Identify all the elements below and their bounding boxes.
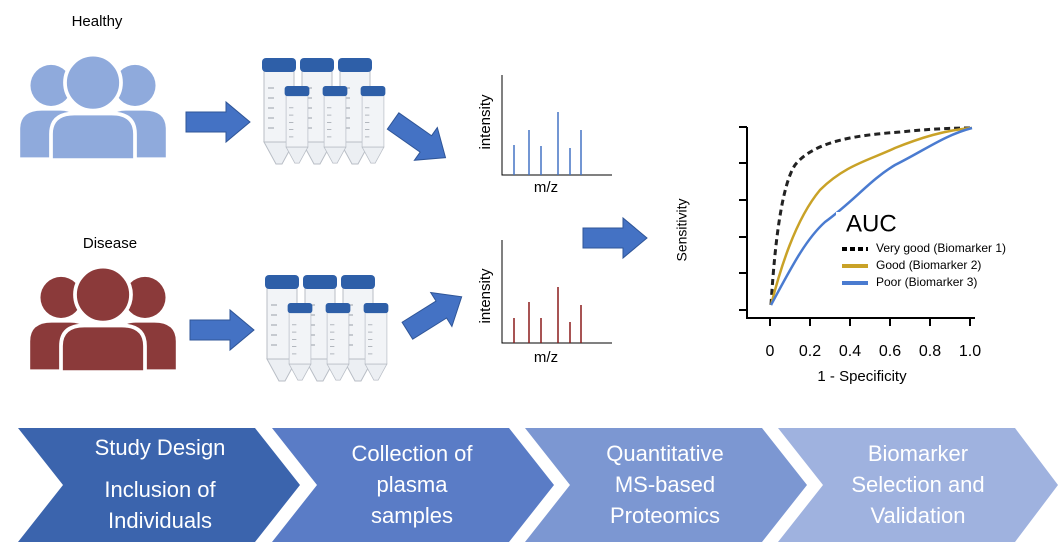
chevron	[18, 428, 300, 542]
roc-chart: Sensitivity 1 - Specificity 0 0.2 0.4 0.…	[674, 126, 1036, 385]
step-text: Study Design	[95, 435, 226, 460]
axis-label: Sensitivity	[674, 198, 690, 261]
disease-icon	[28, 264, 178, 375]
step-text: Individuals	[108, 508, 212, 533]
axis-label: 1 - Specificity	[817, 368, 907, 385]
step-text: Inclusion of	[104, 477, 216, 502]
tick-label: 0.6	[879, 343, 901, 360]
healthy-icon	[18, 52, 168, 163]
step-text: Collection of	[351, 441, 473, 466]
chevron	[525, 428, 807, 542]
tick-label: 0.4	[839, 343, 861, 360]
tick-label: 0.2	[799, 343, 821, 360]
step-text: Proteomics	[610, 503, 720, 528]
tubes	[262, 58, 385, 164]
step-text: plasma	[377, 472, 449, 497]
axis-label: m/z	[534, 349, 558, 366]
tick-label: 0.8	[919, 343, 941, 360]
legend-label: Poor (Biomarker 3)	[876, 275, 977, 289]
chevron	[778, 428, 1058, 542]
arrow	[582, 217, 648, 259]
steps: Study Design Inclusion of Individuals Co…	[18, 428, 1058, 542]
step-text: Quantitative	[606, 441, 723, 466]
legend-label: Very good (Biomarker 1)	[876, 241, 1006, 255]
step-text: Selection and	[851, 472, 984, 497]
tubes	[265, 275, 388, 381]
arrow	[380, 103, 458, 175]
axis-label: intensity	[477, 94, 494, 150]
legend-label: Good (Biomarker 2)	[876, 258, 981, 272]
step-text: MS-based	[615, 472, 715, 497]
step-text: Validation	[871, 503, 966, 528]
axis-label: m/z	[534, 179, 558, 196]
legend-title: AUC	[846, 210, 897, 237]
step-text: Biomarker	[868, 441, 968, 466]
arrow	[396, 279, 473, 349]
spectrum: intensity m/z	[477, 75, 612, 196]
group-label: Healthy	[72, 13, 123, 30]
arrow	[189, 309, 255, 351]
group-label: Disease	[83, 235, 137, 252]
tick-label: 0	[766, 343, 775, 360]
step-text: samples	[371, 503, 453, 528]
legend-bg	[836, 212, 1036, 296]
spectrum: intensity m/z	[477, 240, 612, 366]
chevron	[272, 428, 554, 542]
arrow	[185, 101, 251, 143]
axis-label: intensity	[477, 268, 494, 324]
tick-label: 1.0	[959, 343, 981, 360]
